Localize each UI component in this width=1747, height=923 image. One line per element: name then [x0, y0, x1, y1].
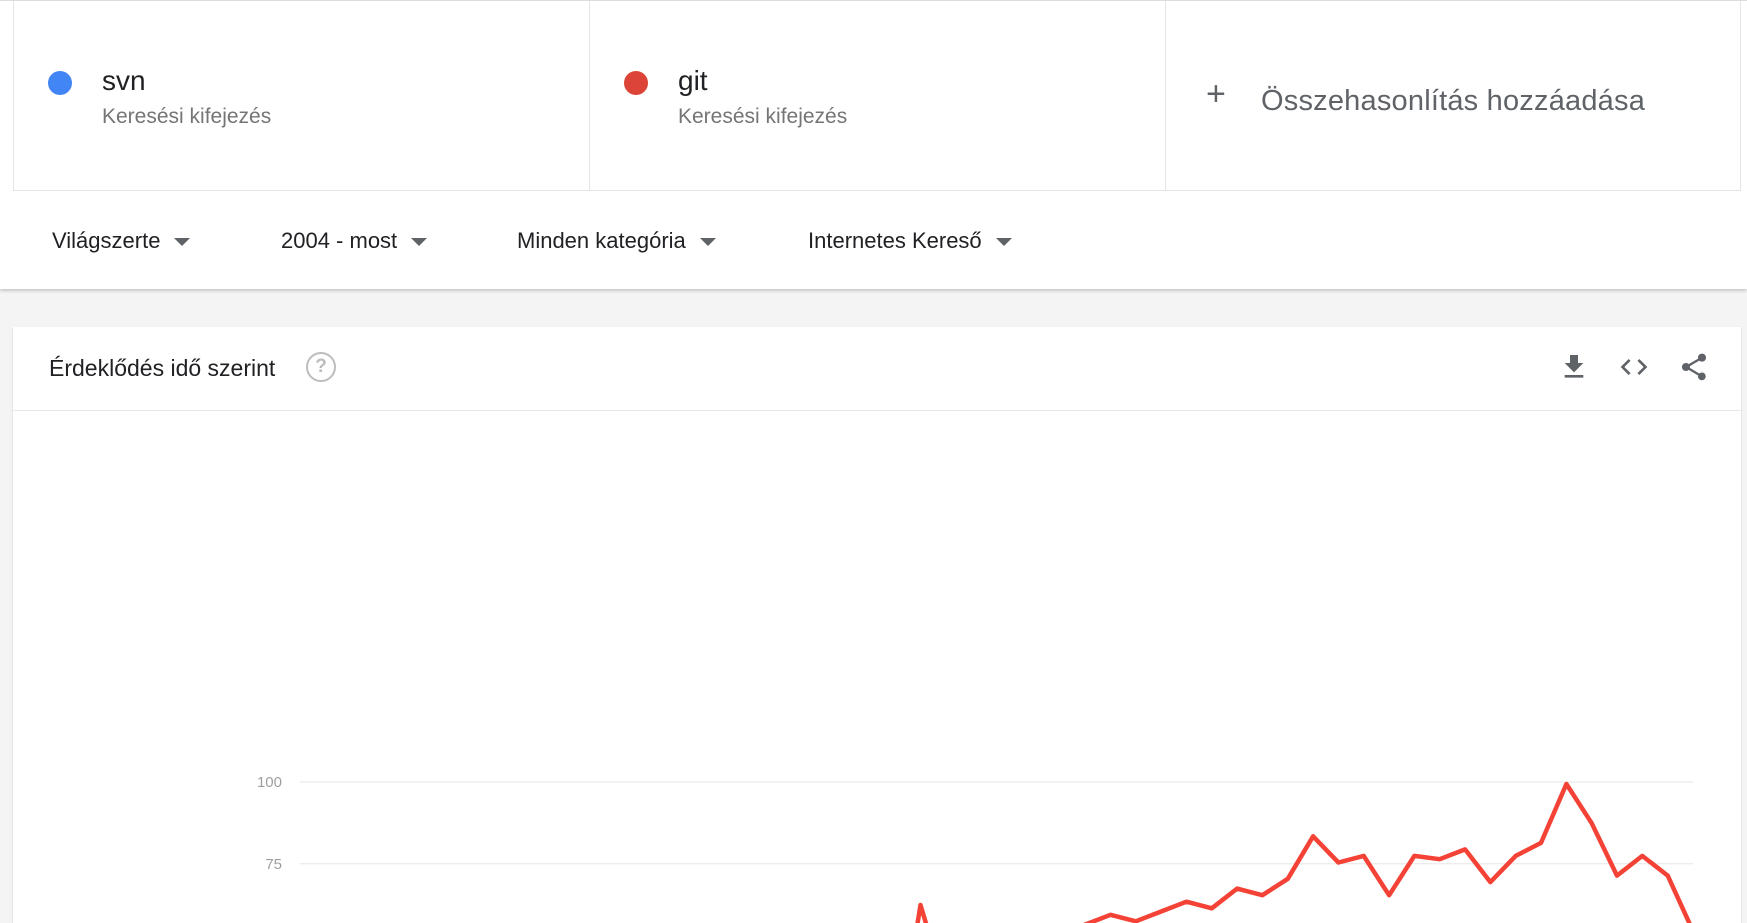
region-label: Világszerte [52, 228, 161, 253]
search-type-dropdown[interactable]: Internetes Kereső [808, 228, 1012, 254]
caret-down-icon [174, 238, 191, 247]
interest-chart: 2550751002004. jan. 1.2009. okt. 1.2015.… [257, 774, 1693, 923]
term-color-dot-svn [48, 71, 72, 95]
caret-down-icon [699, 238, 716, 247]
interest-over-time-card: Érdeklődés idő szerint ? 2550751002004. … [13, 327, 1741, 923]
search-terms-bar: svn Keresési kifejezés git Keresési kife… [0, 0, 1747, 191]
caret-down-icon [411, 238, 428, 247]
category-dropdown[interactable]: Minden kategória [517, 228, 716, 254]
card-header: Érdeklődés idő szerint ? [13, 327, 1741, 411]
term-name-git[interactable]: git [678, 65, 708, 96]
term-card-svn[interactable]: svn Keresési kifejezés [13, 1, 589, 191]
category-label: Minden kategória [517, 228, 686, 253]
download-icon[interactable] [1558, 351, 1590, 383]
filter-bar: Világszerte 2004 - most Minden kategória… [0, 191, 1747, 289]
plus-icon: + [1206, 75, 1226, 113]
term-card-git[interactable]: git Keresési kifejezés [589, 1, 1165, 191]
embed-code-icon[interactable] [1618, 351, 1650, 383]
search-type-label: Internetes Kereső [808, 228, 982, 253]
caret-down-icon [995, 238, 1012, 247]
y-tick-label: 75 [265, 856, 282, 873]
card-title: Érdeklődés idő szerint [49, 355, 276, 381]
add-comparison-label: Összehasonlítás hozzáadása [1261, 85, 1646, 117]
term-color-dot-git [624, 71, 648, 95]
term-type-svn: Keresési kifejezés [102, 105, 272, 128]
term-type-git: Keresési kifejezés [678, 105, 848, 128]
add-comparison-button[interactable]: + Összehasonlítás hozzáadása [1165, 1, 1741, 191]
series-line-git [915, 781, 1692, 923]
time-range-label: 2004 - most [281, 228, 398, 253]
time-range-dropdown[interactable]: 2004 - most [281, 228, 428, 254]
term-name-svn[interactable]: svn [102, 65, 146, 96]
share-icon[interactable] [1678, 351, 1710, 383]
y-tick-label: 100 [257, 774, 282, 791]
question-circle-icon[interactable]: ? [306, 352, 336, 382]
region-dropdown[interactable]: Világszerte [52, 228, 191, 254]
